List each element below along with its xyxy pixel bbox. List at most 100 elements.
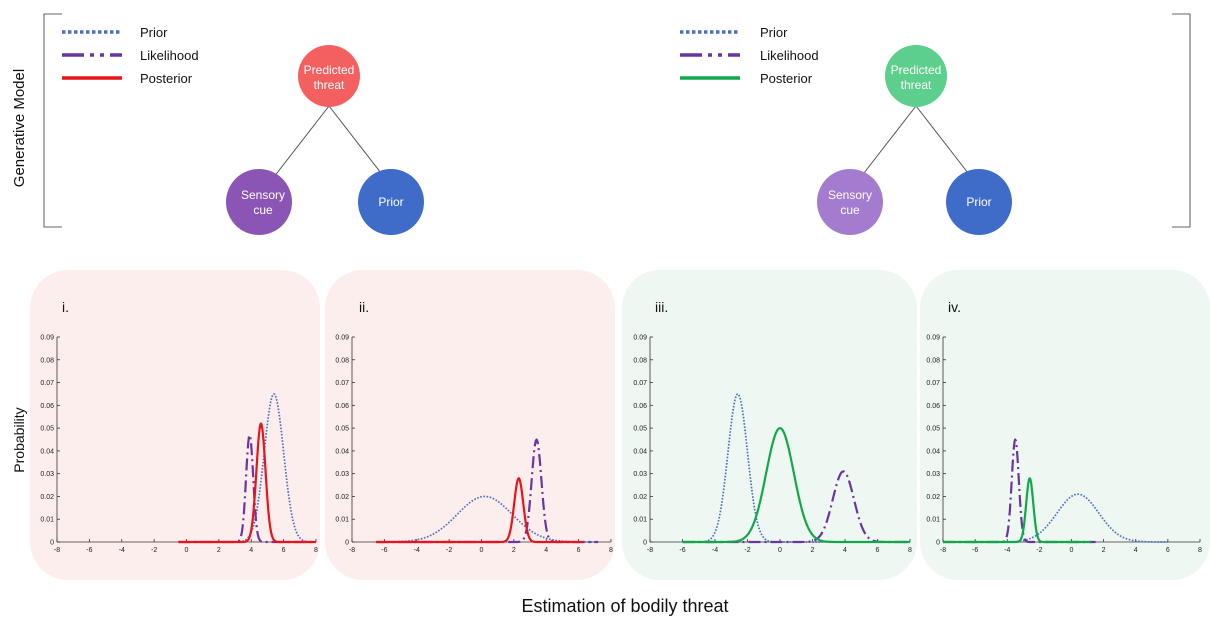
x-tick-label: 0 bbox=[1070, 547, 1074, 554]
x-tick-label: -6 bbox=[972, 547, 978, 554]
y-tick-label: 0.06 bbox=[633, 403, 647, 410]
prior-node bbox=[946, 169, 1012, 235]
y-tick-label: 0.02 bbox=[335, 494, 349, 501]
x-tick-label: -8 bbox=[647, 547, 653, 554]
legend-posterior-label: Posterior bbox=[760, 71, 813, 86]
predicted-threat-line2: threat bbox=[314, 78, 345, 92]
chart-panel-3: iii. 0 0.01 0.02 0.03 0.04 0.05 0.06 0.07 0.08 0.0… bbox=[633, 299, 912, 554]
y-tick-label: 0.07 bbox=[335, 380, 349, 387]
x-tick-label: -8 bbox=[940, 547, 946, 554]
panel-ii-background bbox=[325, 270, 615, 580]
y-tick-label: 0.04 bbox=[40, 448, 54, 455]
legend-prior-label: Prior bbox=[760, 25, 788, 40]
y-tick-label: 0.03 bbox=[633, 471, 647, 478]
panel-i-background bbox=[30, 270, 320, 580]
series-posterior-line bbox=[942, 477, 1092, 544]
legend-likelihood-label: Likelihood bbox=[140, 48, 199, 63]
y-tick-label: 0.08 bbox=[926, 357, 940, 364]
x-tick-label: 4 bbox=[544, 547, 548, 554]
sensory-cue-node bbox=[817, 169, 883, 235]
x-tick-label: 6 bbox=[876, 547, 880, 554]
x-axis-label: Estimation of bodily threat bbox=[521, 596, 728, 616]
y-tick-label: 0.06 bbox=[926, 403, 940, 410]
x-tick-label: 6 bbox=[1166, 547, 1170, 554]
y-tick-label: 0.01 bbox=[335, 517, 349, 524]
network-left: Predicted threat Sensory cue Prior bbox=[226, 45, 424, 235]
y-tick-label: 0.02 bbox=[40, 494, 54, 501]
panel-label: ii. bbox=[359, 299, 369, 315]
x-tick-label: 2 bbox=[811, 547, 815, 554]
x-tick-label: 4 bbox=[1134, 547, 1138, 554]
legend-posterior-label: Posterior bbox=[140, 71, 193, 86]
predicted-threat-line1: Predicted bbox=[891, 63, 942, 77]
sensory-cue-line1: Sensory bbox=[241, 188, 285, 202]
y-tick-label: 0.05 bbox=[335, 426, 349, 433]
charts: i. 0 0.01 0.02 0.03 0.04 0.05 0.06 0.07 0.08 0.09 -… bbox=[40, 299, 1202, 554]
x-tick-label: 6 bbox=[577, 547, 581, 554]
x-tick-label: 8 bbox=[314, 547, 318, 554]
x-tick-label: -2 bbox=[1036, 547, 1042, 554]
y-tick-label: 0.04 bbox=[633, 448, 647, 455]
x-tick-label: 2 bbox=[1102, 547, 1106, 554]
y-tick-label: 0.09 bbox=[40, 335, 54, 342]
y-tick-label: 0.08 bbox=[633, 357, 647, 364]
predicted-threat-line2: threat bbox=[901, 78, 932, 92]
x-tick-label: -4 bbox=[119, 547, 125, 554]
x-tick-label: 6 bbox=[282, 547, 286, 554]
left-bracket bbox=[43, 13, 62, 228]
panel-iii-background bbox=[622, 270, 917, 580]
y-tick-label: 0.03 bbox=[926, 471, 940, 478]
x-tick-label: -6 bbox=[679, 547, 685, 554]
chart-panel-2: ii. 0 0.01 0.02 0.03 0.04 0.05 0.06 0.07 0.08 0.09… bbox=[335, 299, 613, 554]
edge-threat-cue bbox=[856, 105, 917, 183]
prior-node bbox=[358, 169, 424, 235]
y-tick-label: 0.09 bbox=[633, 335, 647, 342]
x-tick-label: -2 bbox=[151, 547, 157, 554]
panel-label: i. bbox=[62, 299, 69, 315]
y-tick-label: 0.07 bbox=[40, 380, 54, 387]
y-tick-label: 0.03 bbox=[40, 471, 54, 478]
y-tick-label: 0.04 bbox=[926, 448, 940, 455]
x-tick-label: 0 bbox=[480, 547, 484, 554]
panel-label: iv. bbox=[948, 299, 961, 315]
y-tick-label: 0.08 bbox=[40, 357, 54, 364]
x-tick-label: -4 bbox=[1004, 547, 1010, 554]
x-tick-label: 8 bbox=[908, 547, 912, 554]
y-tick-label: 0.01 bbox=[926, 517, 940, 524]
x-tick-label: 2 bbox=[512, 547, 516, 554]
y-tick-label: 0 bbox=[936, 540, 940, 547]
x-tick-label: -6 bbox=[86, 547, 92, 554]
y-tick-label: 0.04 bbox=[335, 448, 349, 455]
right-bracket bbox=[1172, 13, 1191, 228]
y-tick-label: 0.03 bbox=[335, 471, 349, 478]
sensory-cue-line2: cue bbox=[840, 203, 860, 217]
x-tick-label: 0 bbox=[778, 547, 782, 554]
x-tick-label: 4 bbox=[843, 547, 847, 554]
y-tick-label: 0 bbox=[345, 540, 349, 547]
series-likelihood-line bbox=[682, 470, 911, 544]
series-prior-line bbox=[943, 493, 1168, 543]
y-axis-label: Probability bbox=[11, 407, 27, 472]
y-tick-label: 0.07 bbox=[633, 380, 647, 387]
x-tick-label: -2 bbox=[446, 547, 452, 554]
edge-threat-prior bbox=[328, 105, 389, 183]
generative-model-label: Generative Model bbox=[11, 69, 28, 187]
edge-threat-cue bbox=[269, 105, 330, 183]
legend-right: Prior Likelihood Posterior bbox=[680, 25, 819, 86]
y-tick-label: 0.06 bbox=[40, 403, 54, 410]
y-tick-label: 0.05 bbox=[926, 426, 940, 433]
x-tick-label: -4 bbox=[712, 547, 718, 554]
x-tick-label: -8 bbox=[54, 547, 60, 554]
x-tick-label: 2 bbox=[217, 547, 221, 554]
y-tick-label: 0 bbox=[643, 540, 647, 547]
y-tick-label: 0.01 bbox=[40, 517, 54, 524]
predicted-threat-node bbox=[298, 45, 360, 107]
predicted-threat-node bbox=[885, 45, 947, 107]
predicted-threat-line1: Predicted bbox=[304, 63, 355, 77]
x-tick-label: 8 bbox=[609, 547, 613, 554]
panel-iv-background bbox=[920, 270, 1210, 580]
edge-threat-prior bbox=[915, 105, 976, 183]
series-posterior-line bbox=[375, 477, 584, 544]
legend-likelihood-label: Likelihood bbox=[760, 48, 819, 63]
